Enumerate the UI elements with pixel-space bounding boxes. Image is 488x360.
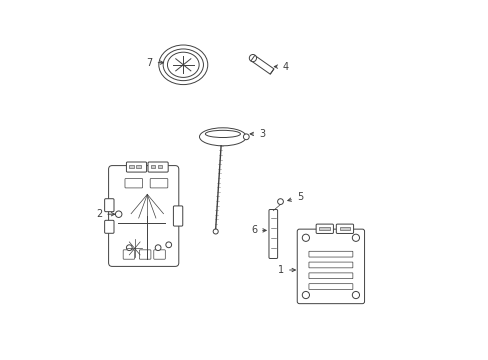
Text: 1: 1 [277,265,295,275]
FancyBboxPatch shape [308,284,352,289]
FancyBboxPatch shape [139,250,151,259]
FancyBboxPatch shape [173,206,183,226]
Circle shape [165,242,171,248]
Bar [150,165,155,168]
Bar [136,165,141,168]
FancyBboxPatch shape [308,273,352,279]
Circle shape [213,229,218,234]
Text: 5: 5 [287,192,303,202]
Text: 2: 2 [96,209,114,219]
Circle shape [126,245,132,251]
FancyBboxPatch shape [150,179,167,188]
Polygon shape [250,55,273,74]
FancyBboxPatch shape [108,166,179,266]
Bar [129,165,133,168]
FancyBboxPatch shape [148,162,168,172]
Text: 7: 7 [146,58,163,68]
FancyBboxPatch shape [308,251,352,257]
Ellipse shape [199,128,246,146]
Bar [319,227,329,230]
Bar [339,227,349,230]
Circle shape [155,245,161,251]
FancyBboxPatch shape [104,199,114,212]
FancyBboxPatch shape [297,229,364,303]
Text: 6: 6 [250,225,265,235]
FancyBboxPatch shape [126,162,146,172]
FancyBboxPatch shape [104,220,114,233]
Circle shape [249,54,256,62]
Text: 3: 3 [250,129,264,139]
Circle shape [243,134,249,140]
Circle shape [351,234,359,241]
FancyBboxPatch shape [316,224,333,233]
FancyBboxPatch shape [125,179,142,188]
FancyBboxPatch shape [153,250,165,259]
Circle shape [302,292,309,299]
Circle shape [277,199,283,204]
Circle shape [351,292,359,299]
Circle shape [115,211,122,217]
Text: 4: 4 [274,62,288,72]
Bar [158,165,162,168]
Ellipse shape [205,130,240,138]
Circle shape [302,234,309,241]
FancyBboxPatch shape [308,262,352,268]
FancyBboxPatch shape [336,224,353,233]
FancyBboxPatch shape [123,250,134,259]
FancyBboxPatch shape [268,210,277,258]
